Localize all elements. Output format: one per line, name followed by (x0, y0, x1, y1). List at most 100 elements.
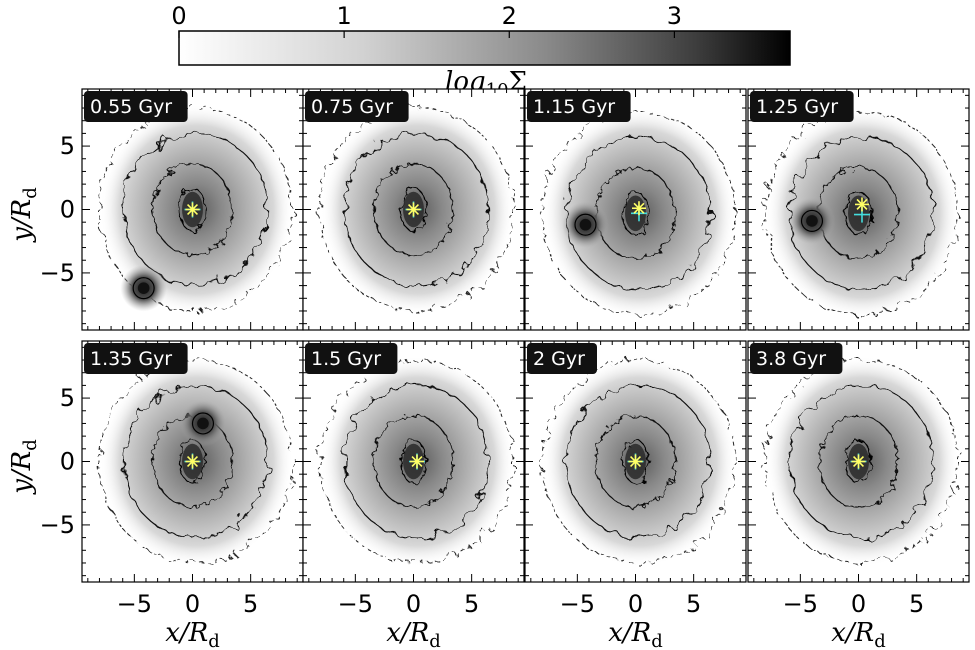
satellite-contour (800, 209, 824, 232)
x-tick-label: 0 (406, 590, 421, 618)
density-contour (319, 359, 514, 564)
x-tick-label: −5 (560, 590, 595, 618)
density-map (303, 89, 524, 330)
colorbar-gradient (178, 30, 791, 66)
yellow-star-marker (854, 197, 869, 212)
density-contour (788, 136, 935, 290)
panel-6: 1.5 Gyr −5 0 5 (302, 340, 525, 618)
density-map (748, 341, 969, 582)
x-tick-label: −5 (338, 590, 373, 618)
density-contour (764, 359, 959, 564)
x-axis-label: x/Rd (165, 618, 220, 650)
density-contour (622, 439, 649, 484)
density-contour (122, 384, 269, 539)
time-label-text: 1.25 Gyr (756, 96, 838, 118)
panel-grid: 0.55 Gyr 5 0 −5 0.75 Gyr 1.15 Gyr 1.25 Gyr 1.35… (40, 88, 970, 618)
panel-ticks (303, 341, 524, 582)
time-label: 1.15 Gyr (527, 91, 631, 122)
time-label-box (527, 343, 597, 374)
time-label-text: 1.35 Gyr (90, 348, 172, 370)
density-contour (400, 439, 427, 484)
satellite-contour (132, 277, 155, 300)
time-label: 2 Gyr (527, 343, 597, 374)
density-contour (152, 163, 233, 256)
density-contour (373, 415, 454, 508)
time-label: 1.35 Gyr (84, 343, 188, 374)
density-contour (845, 439, 872, 484)
panel-8: 3.8 Gyr −5 0 5 (747, 340, 970, 618)
density-map (303, 341, 524, 582)
yellow-star-marker (185, 454, 200, 469)
colorbar-tick-label: 2 (502, 2, 517, 30)
panel-7: 2 Gyr −5 0 5 (524, 340, 747, 618)
time-label-box (750, 91, 854, 122)
x-tick-label: 0 (185, 590, 200, 618)
x-tick-label: −5 (783, 590, 818, 618)
density-contour (788, 384, 935, 539)
x-axis-label: x/Rd (608, 618, 663, 650)
time-label: 1.5 Gyr (305, 343, 398, 374)
panel-ticks (303, 89, 524, 330)
yellow-star-marker (631, 201, 646, 216)
density-contour (541, 359, 736, 564)
y-tick-label: −5 (40, 511, 75, 539)
yellow-star-marker (409, 454, 424, 469)
density-map (82, 341, 303, 582)
time-label-box (305, 343, 398, 374)
yellow-star-marker (185, 202, 200, 217)
x-tick-label: 5 (909, 590, 924, 618)
time-label-box (527, 91, 631, 122)
density-contour (845, 191, 872, 236)
x-tick-label: 5 (686, 590, 701, 618)
time-label: 3.8 Gyr (750, 343, 843, 374)
time-label-text: 1.5 Gyr (311, 348, 381, 370)
density-contour (319, 107, 514, 312)
density-contour (622, 191, 649, 236)
yellow-star-marker (851, 454, 866, 469)
density-map (82, 89, 303, 330)
panel-5: 1.35 Gyr 5 0 −5 −5 0 5 (40, 340, 304, 618)
satellite-core (137, 282, 150, 294)
density-contour (98, 359, 293, 564)
colorbar-tick-label: 0 (171, 2, 186, 30)
panel-4: 1.25 Gyr (747, 88, 970, 331)
satellite-contour (191, 412, 215, 435)
density-contour (565, 384, 712, 539)
panel-1: 0.55 Gyr 5 0 −5 (40, 88, 304, 331)
x-tick-label: 5 (464, 590, 479, 618)
time-label-text: 3.8 Gyr (756, 348, 826, 370)
density-contour (541, 111, 736, 316)
density-contour (343, 384, 490, 539)
density-contour (122, 132, 269, 287)
panel-ticks (748, 341, 969, 582)
density-map (748, 89, 969, 330)
density-map (525, 341, 746, 582)
y-axis-label: y/Rd (7, 439, 41, 495)
colorbar-ticks: 0 1 2 3 (171, 2, 682, 38)
y-tick-label: 5 (60, 384, 75, 412)
time-label-text: 1.15 Gyr (533, 96, 615, 118)
time-label-box (84, 343, 188, 374)
time-label-text: 0.75 Gyr (311, 96, 393, 118)
colorbar-tick-label: 3 (667, 2, 682, 30)
density-map (525, 89, 746, 330)
x-axis-label: x/Rd (386, 618, 441, 650)
yellow-star-marker (628, 454, 643, 469)
y-tick-label: 5 (60, 132, 75, 160)
x-axis-label: x/Rd (831, 618, 886, 650)
yellow-star-marker (406, 202, 421, 217)
satellite-core (806, 215, 818, 227)
satellite-contour (574, 213, 597, 236)
y-tick-label: −5 (40, 259, 75, 287)
axis-labels: x/Rd x/Rd x/Rd x/Rd y/Rd y/Rd (7, 187, 886, 650)
density-contour (373, 163, 454, 256)
y-tick-label: 0 (60, 196, 75, 224)
x-tick-label: −5 (117, 590, 152, 618)
time-label: 0.55 Gyr (84, 91, 188, 122)
density-contour (818, 415, 899, 508)
time-label-text: 2 Gyr (533, 348, 585, 370)
time-label-box (305, 91, 409, 122)
density-contour (343, 132, 490, 287)
